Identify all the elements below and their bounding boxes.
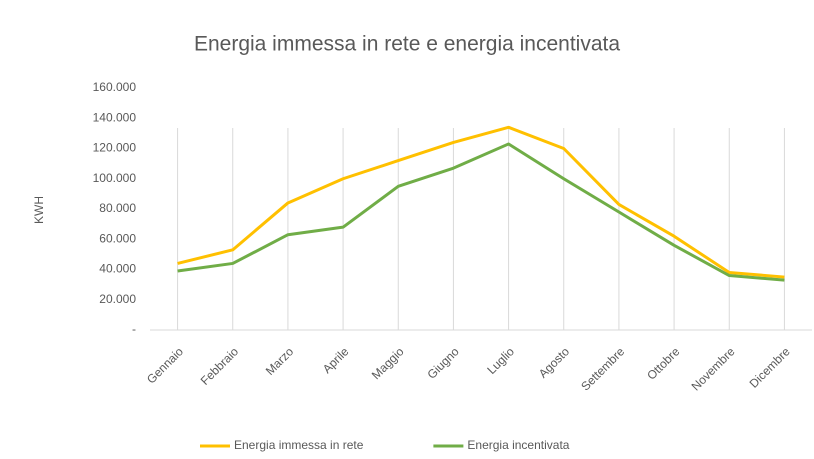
x-tick-label: Settembre (578, 344, 627, 393)
y-tick-label: 60.000 (99, 231, 136, 245)
chart-title: Energia immessa in rete e energia incent… (194, 33, 620, 56)
x-tick-label: Giugno (425, 344, 462, 381)
x-tick-label: Marzo (263, 344, 297, 378)
x-tick-label: Aprile (320, 344, 352, 376)
x-tick-label: Luglio (484, 344, 517, 377)
series-line (177, 125, 785, 279)
x-tick-label: Ottobre (644, 344, 682, 382)
y-tick-label: 120.000 (93, 141, 137, 155)
y-axis-label: KWH (32, 196, 46, 224)
series-line (177, 142, 785, 282)
x-tick-label: Dicembre (747, 344, 793, 390)
y-tick-label: 20.000 (99, 292, 136, 306)
x-tick-label: Gennaio (144, 344, 186, 386)
x-tick-label: Agosto (536, 344, 573, 381)
legend-label: Energia incentivata (467, 438, 569, 452)
x-tick-label: Febbraio (198, 344, 242, 388)
y-tick-label: 80.000 (99, 201, 136, 215)
x-tick-label: Novembre (689, 344, 738, 393)
x-tick-label: Maggio (369, 344, 407, 382)
legend-label: Energia immessa in rete (234, 438, 364, 452)
y-tick-label: 100.000 (93, 171, 137, 185)
y-tick-label: 160.000 (93, 80, 137, 94)
y-tick-label: - (132, 322, 136, 336)
y-tick-label: 40.000 (99, 262, 136, 276)
y-tick-label: 140.000 (93, 110, 137, 124)
